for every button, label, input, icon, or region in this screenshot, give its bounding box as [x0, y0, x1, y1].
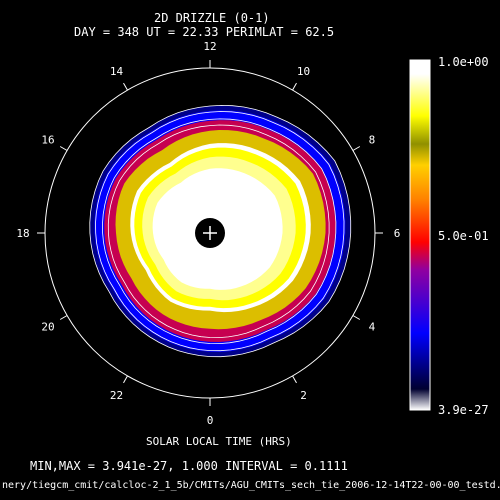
- hour-tick-group: 12 14 16 18 20 22 0 2 4 6 8 10: [16, 40, 400, 427]
- hour-label-2: 2: [300, 389, 307, 402]
- x-axis-label: SOLAR LOCAL TIME (HRS): [146, 435, 292, 448]
- hour-label-10: 10: [297, 65, 310, 78]
- contour-layer: [89, 104, 352, 358]
- contour-line-1: [95, 111, 345, 352]
- hour-tick-22: [123, 375, 128, 384]
- hour-label-16: 16: [41, 134, 54, 147]
- hour-label-4: 4: [369, 321, 376, 334]
- stats-line: MIN,MAX = 3.941e-27, 1.000 INTERVAL = 0.…: [30, 459, 348, 473]
- colorbar: [409, 59, 431, 411]
- hour-tick-10: [292, 82, 297, 91]
- hour-tick-2: [292, 375, 297, 384]
- hour-label-14: 14: [110, 65, 124, 78]
- hour-label-0: 0: [207, 414, 214, 427]
- hour-tick-8: [352, 146, 361, 151]
- colorbar-max-label: 1.0e+00: [438, 55, 489, 69]
- contour-line-3: [107, 124, 330, 339]
- contour-line-0: [89, 104, 352, 358]
- hour-tick-16: [59, 146, 68, 151]
- colorbar-min-label: 3.9e-27: [438, 403, 489, 417]
- hour-label-18: 18: [16, 227, 29, 240]
- chart-title: 2D DRIZZLE (0-1): [154, 11, 270, 25]
- hour-tick-20: [59, 315, 68, 320]
- hour-tick-14: [123, 82, 128, 91]
- hour-tick-4: [352, 315, 361, 320]
- chart-subtitle: DAY = 348 UT = 22.33 PERIMLAT = 62.5: [74, 25, 335, 39]
- contour-line-2: [102, 118, 337, 345]
- colorbar-mid-label: 5.0e-01: [438, 229, 489, 243]
- hour-label-12: 12: [203, 40, 216, 53]
- hour-label-8: 8: [369, 134, 376, 147]
- hour-label-20: 20: [41, 321, 54, 334]
- hour-label-22: 22: [110, 389, 123, 402]
- file-path: nery/tiegcm_cmit/calcloc-2_1_5b/CMITs/AG…: [2, 480, 500, 491]
- hour-label-6: 6: [394, 227, 401, 240]
